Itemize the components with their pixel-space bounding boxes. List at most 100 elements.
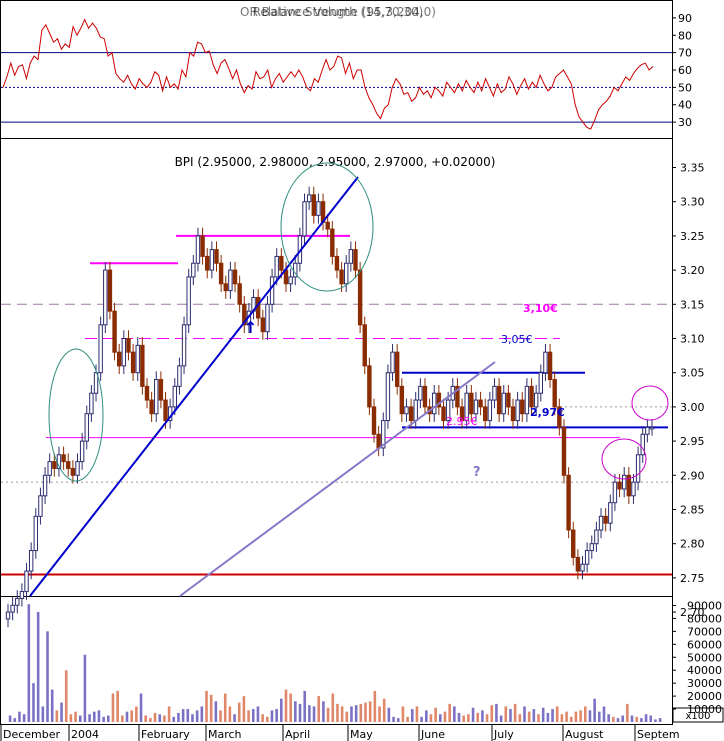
candle-up [121,338,127,367]
volume-bar [69,714,73,722]
candle-down [478,399,483,408]
candle-down [353,249,358,271]
candle-up [93,372,99,394]
volume-bar [504,706,508,722]
volume-bar [92,711,96,722]
candle-down [140,344,145,387]
volume-bar [22,714,26,722]
volume-bar [382,698,386,722]
volume-bar [658,718,662,722]
candle-up [79,440,85,463]
volume-tick-label: 50000 [687,651,722,664]
volume-bar [420,716,423,722]
candle-down [371,406,377,435]
candle-down [455,385,460,408]
candle-up [195,235,201,264]
volume-bar [467,714,470,722]
candle-down [408,406,414,422]
candle-down [566,474,571,531]
volume-bar [223,693,227,722]
volume-bar [186,709,190,722]
price-panel-frame [0,138,673,597]
volume-bar [172,716,176,722]
volume-bar [410,709,414,722]
candle-up [89,392,94,415]
volume-bar [8,715,12,722]
candle-down [357,269,363,326]
label-305: 3,05€ [501,333,533,346]
x-tick-label: 2004 [71,728,99,741]
volume-bar [336,703,339,722]
candle-down [469,392,474,415]
candle-down [52,461,57,469]
candle-down [603,515,608,524]
volume-bar [261,714,264,722]
volume-bar [345,711,349,722]
volume-tick-label: 30000 [687,677,722,690]
volume-tick-label: 70000 [687,625,722,638]
volume-bar [569,716,573,722]
candle-up [33,515,38,552]
volume-bar [457,712,461,722]
candle-up [75,461,80,476]
candle-up [24,570,29,593]
candle-down [283,269,289,285]
x-tick-label: Septem [637,728,680,741]
volume-bar [481,710,484,722]
candle-up [316,201,321,216]
candle-down [311,194,316,216]
candle-up [501,392,506,415]
candle-down [496,385,502,415]
volume-bar [583,706,587,722]
candle-down [279,255,284,271]
volume-bar [373,690,377,722]
rsi-tick-label: 90 [678,12,692,25]
candle-up [274,255,279,278]
candle-down [158,379,164,401]
volume-bar [191,714,194,722]
volume-bar [18,711,21,722]
volume-bar [555,706,559,722]
candle-up [580,563,585,572]
volume-bar [74,711,77,722]
price-tick-label: 2.95 [680,435,705,448]
question-mark: ? [473,465,481,480]
candle-down [520,399,525,415]
volume-bar [64,670,68,722]
candle-up [608,502,613,524]
candle-up [177,365,182,387]
candle-up [432,392,437,415]
volume-bar [139,693,143,722]
volume-bar [284,689,288,722]
candle-up [302,201,307,237]
candle-up [631,481,636,497]
volume-unit-label: x100 [685,711,710,722]
volume-bar [107,715,110,722]
volume-bar [513,703,517,722]
ellipse-april-top [280,162,374,292]
volume-bar [387,707,391,722]
candle-up [228,269,233,292]
candle-down [223,283,228,292]
volume-bar [181,709,185,722]
candle-up [209,249,215,271]
candle-up [265,303,270,333]
candle-down [362,324,367,367]
candle-up [19,591,25,599]
volume-bar [331,693,335,722]
rsi-tick-label: 50 [678,81,692,94]
price-tick-label: 2.80 [680,538,705,551]
candle-up [533,392,539,408]
volume-bar [462,715,465,722]
candle-down [557,406,562,428]
volume-bar [340,706,344,722]
volume-bar [251,709,255,722]
candle-down [506,392,511,408]
volume-bar [448,703,451,722]
candle-up [348,249,354,264]
candle-down [66,461,71,469]
candle-down [61,454,66,463]
volume-tick-label: 90000 [687,599,722,612]
volume-bar [97,710,101,722]
candle-up [28,550,34,572]
